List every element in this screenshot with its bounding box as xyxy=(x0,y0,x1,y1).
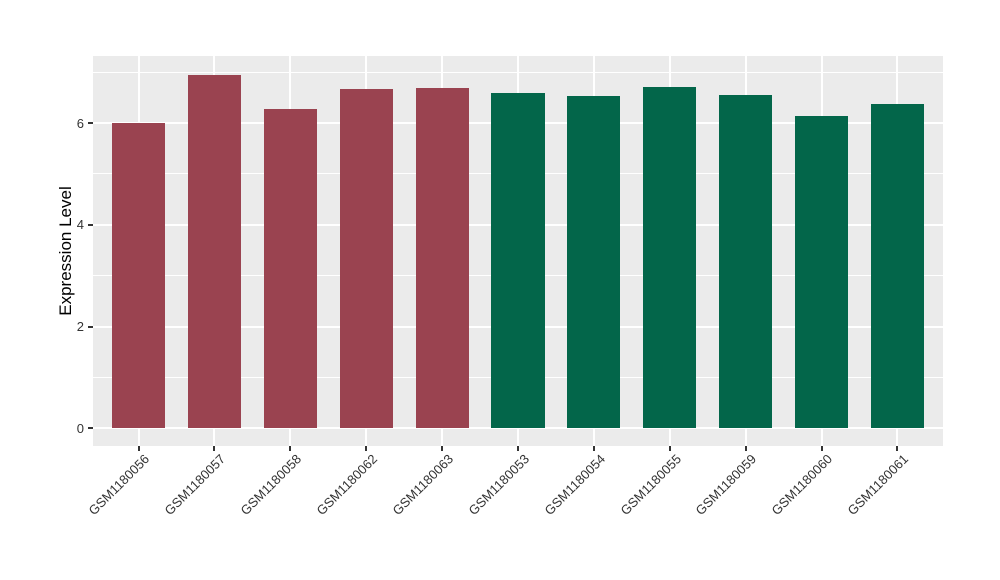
bar-GSM1180053 xyxy=(491,93,545,429)
bar-GSM1180062 xyxy=(339,89,393,429)
bar-GSM1180057 xyxy=(187,74,241,429)
x-tick-mark-GSM1180063 xyxy=(441,446,444,451)
x-tick-label-GSM1180060: GSM1180060 xyxy=(768,451,836,518)
x-tick-label-GSM1180061: GSM1180061 xyxy=(844,451,912,518)
bar-GSM1180061 xyxy=(870,103,925,429)
bar-GSM1180055 xyxy=(643,87,697,429)
x-tick-label-GSM1180053: GSM1180053 xyxy=(465,451,532,518)
y-tick-mark-6 xyxy=(88,122,93,125)
y-tick-mark-4 xyxy=(88,223,93,226)
bar-GSM1180058 xyxy=(263,108,317,429)
bar-GSM1180059 xyxy=(719,95,773,429)
x-tick-mark-GSM1180060 xyxy=(820,446,823,451)
y-tick-mark-0 xyxy=(88,427,93,430)
x-tick-label-GSM1180058: GSM1180058 xyxy=(237,451,305,518)
y-tick-label-6: 6 xyxy=(76,115,84,131)
x-tick-mark-GSM1180058 xyxy=(289,446,292,451)
y-tick-label-0: 0 xyxy=(76,420,84,436)
x-tick-mark-GSM1180055 xyxy=(668,446,671,451)
x-tick-label-GSM1180062: GSM1180062 xyxy=(313,451,381,518)
x-tick-label-GSM1180063: GSM1180063 xyxy=(389,451,457,518)
bar-GSM1180054 xyxy=(567,95,621,429)
y-axis-title: Expression Level xyxy=(56,186,75,316)
y-tick-label-2: 2 xyxy=(76,319,84,334)
x-tick-mark-GSM1180057 xyxy=(213,446,216,451)
bar-GSM1180060 xyxy=(795,116,849,429)
x-tick-label-GSM1180054: GSM1180054 xyxy=(541,451,608,518)
x-tick-label-GSM1180056: GSM1180056 xyxy=(85,451,153,518)
x-tick-label-GSM1180057: GSM1180057 xyxy=(161,451,229,518)
x-tick-mark-GSM1180053 xyxy=(517,446,519,451)
x-tick-label-GSM1180059: GSM1180059 xyxy=(692,451,760,518)
x-tick-mark-GSM1180062 xyxy=(365,446,368,451)
bar-GSM1180056 xyxy=(111,122,166,429)
x-tick-mark-GSM1180056 xyxy=(137,446,140,451)
y-tick-label-4: 4 xyxy=(76,217,84,233)
plot-panel xyxy=(93,56,943,446)
y-tick-mark-2 xyxy=(88,325,93,328)
x-tick-label-GSM1180055: GSM1180055 xyxy=(617,451,684,518)
x-tick-mark-GSM1180054 xyxy=(592,446,595,451)
bar-GSM1180063 xyxy=(415,87,469,429)
x-tick-mark-GSM1180061 xyxy=(896,446,899,451)
x-tick-mark-GSM1180059 xyxy=(744,446,747,451)
